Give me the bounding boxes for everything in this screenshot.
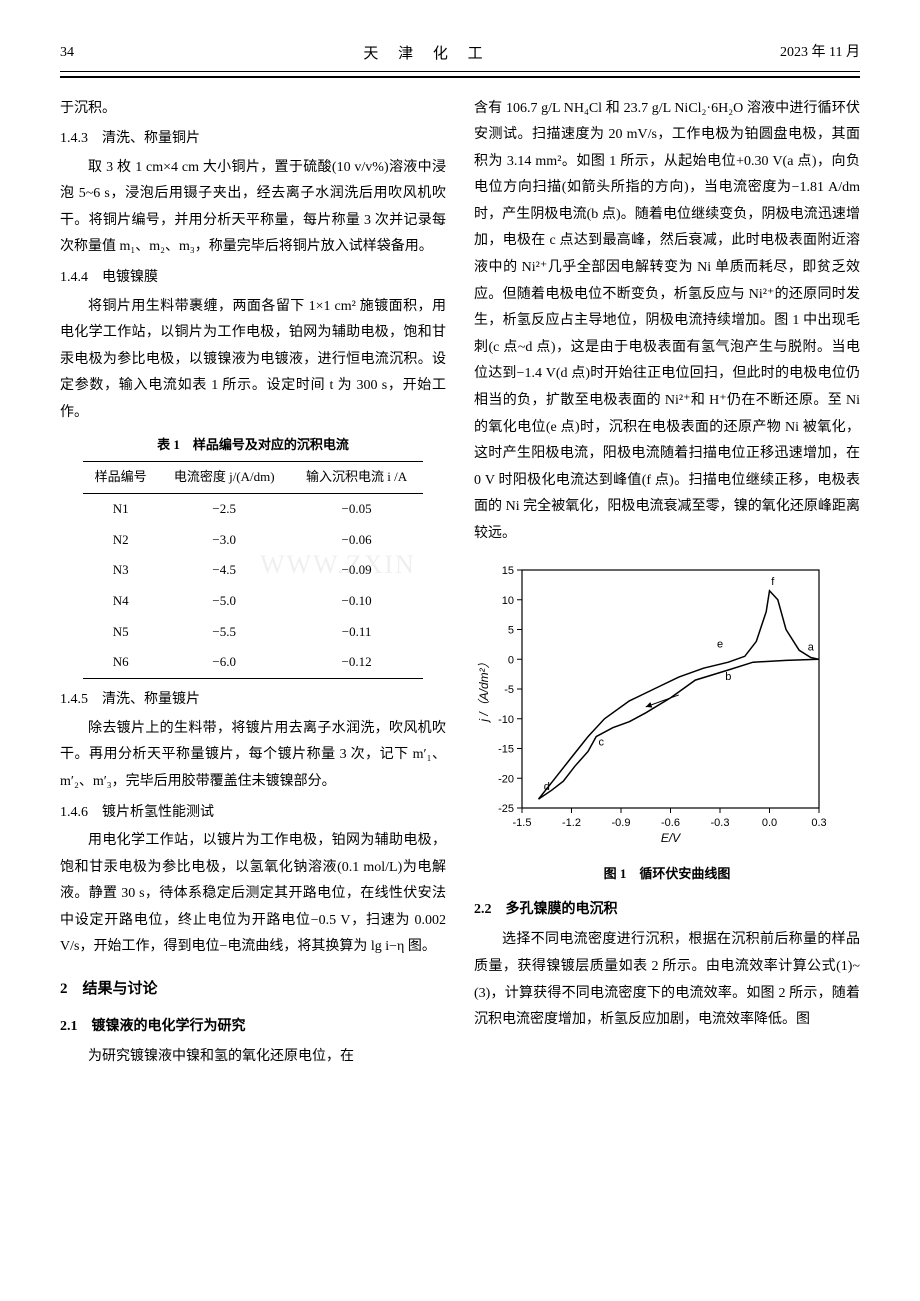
table-cell: −0.05 (290, 494, 423, 525)
heading-1-4-3: 1.4.3 清洗、称量铜片 (60, 126, 446, 153)
svg-text:-5: -5 (504, 684, 514, 696)
left-column: 于沉积。 1.4.3 清洗、称量铜片 取 3 枚 1 cm×4 cm 大小铜片，… (60, 96, 446, 1073)
heading-1-4-6: 1.4.6 镀片析氢性能测试 (60, 800, 446, 827)
table-cell: −0.11 (290, 617, 423, 648)
svg-text:-15: -15 (498, 743, 514, 755)
table-1: 样品编号 电流密度 j/(A/dm) 输入沉积电流 i /A N1−2.5−0.… (83, 461, 423, 679)
svg-text:0.3: 0.3 (811, 817, 826, 829)
svg-text:j /（A/dm²）: j /（A/dm²） (477, 656, 491, 723)
heading-2: 2 结果与讨论 (60, 975, 446, 1004)
figure-1-caption: 图 1 循环伏安曲线图 (474, 862, 860, 887)
para-1-4-3: 取 3 枚 1 cm×4 cm 大小铜片，置于硫酸(10 v/v%)溶液中浸泡 … (60, 155, 446, 261)
table-cell: −5.0 (158, 586, 290, 617)
svg-text:a: a (808, 641, 815, 653)
content-columns: 于沉积。 1.4.3 清洗、称量铜片 取 3 枚 1 cm×4 cm 大小铜片，… (60, 96, 860, 1073)
figure-1: -1.5 -1.2 -0.9 -0.6 -0.3 0.0 0.3 -25 -20 -15 -10 -5… (474, 558, 860, 887)
para-2-1: 为研究镀镍液中镍和氢的氧化还原电位，在 (60, 1044, 446, 1071)
svg-text:-1.5: -1.5 (513, 817, 532, 829)
svg-text:-1.2: -1.2 (562, 817, 581, 829)
svg-text:10: 10 (502, 594, 514, 606)
table-cell: N4 (83, 586, 158, 617)
table-header: 电流密度 j/(A/dm) (158, 462, 290, 494)
table-cell: −5.5 (158, 617, 290, 648)
svg-text:d: d (544, 781, 550, 793)
table-cell: N3 (83, 555, 158, 586)
svg-text:-10: -10 (498, 713, 514, 725)
table-cell: −6.0 (158, 647, 290, 678)
svg-text:0.0: 0.0 (762, 817, 777, 829)
para-1-4-6: 用电化学工作站，以镀片为工作电极，铂网为辅助电极，饱和甘汞电极为参比电极，以氢氧… (60, 828, 446, 961)
heading-2-1: 2.1 镀镍液的电化学行为研究 (60, 1014, 446, 1041)
heading-1-4-5: 1.4.5 清洗、称量镀片 (60, 687, 446, 714)
table-1-caption: 表 1 样品编号及对应的沉积电流 (60, 433, 446, 458)
svg-text:-0.3: -0.3 (711, 817, 730, 829)
svg-text:0: 0 (508, 654, 514, 666)
svg-text:-0.6: -0.6 (661, 817, 680, 829)
table-cell: −2.5 (158, 494, 290, 525)
svg-text:E/V: E/V (661, 831, 681, 845)
svg-text:b: b (725, 671, 731, 683)
table-header: 输入沉积电流 i /A (290, 462, 423, 494)
para-2-1-cont: 含有 106.7 g/L NH₄Cl 和 23.7 g/L NiCl₂·6H₂O… (474, 96, 860, 548)
issue-date: 2023 年 11 月 (780, 40, 860, 69)
svg-text:5: 5 (508, 624, 514, 636)
para-1-4-4: 将铜片用生料带裹缠，两面各留下 1×1 cm² 施镀面积，用电化学工作站，以铜片… (60, 294, 446, 427)
svg-text:c: c (598, 736, 604, 748)
svg-text:e: e (717, 638, 723, 650)
para-1-4-5: 除去镀片上的生料带，将镀片用去离子水润洗，吹风机吹干。再用分析天平称量镀片，每个… (60, 716, 446, 796)
journal-title: 天 津 化 工 (74, 40, 780, 69)
svg-text:15: 15 (502, 565, 514, 577)
table-cell: −0.10 (290, 586, 423, 617)
table-cell: −0.12 (290, 647, 423, 678)
table-cell: −4.5 (158, 555, 290, 586)
table-cell: −3.0 (158, 525, 290, 556)
table-cell: −0.06 (290, 525, 423, 556)
page-header: 34 天 津 化 工 2023 年 11 月 (60, 40, 860, 78)
heading-2-2: 2.2 多孔镍膜的电沉积 (474, 897, 860, 924)
heading-1-4-4: 1.4.4 电镀镍膜 (60, 265, 446, 292)
table-cell: N2 (83, 525, 158, 556)
para-2-2: 选择不同电流密度进行沉积，根据在沉积前后称量的样品质量，获得镍镀层质量如表 2 … (474, 927, 860, 1033)
table-header: 样品编号 (83, 462, 158, 494)
svg-text:-0.9: -0.9 (612, 817, 631, 829)
page-number: 34 (60, 40, 74, 69)
table-cell: N6 (83, 647, 158, 678)
right-column: 含有 106.7 g/L NH₄Cl 和 23.7 g/L NiCl₂·6H₂O… (474, 96, 860, 1073)
table-cell: N1 (83, 494, 158, 525)
para-continue: 于沉积。 (60, 96, 446, 123)
table-cell: N5 (83, 617, 158, 648)
svg-text:-20: -20 (498, 773, 514, 785)
svg-text:-25: -25 (498, 803, 514, 815)
cv-chart: -1.5 -1.2 -0.9 -0.6 -0.3 0.0 0.3 -25 -20 -15 -10 -5… (474, 558, 834, 848)
table-cell: −0.09 (290, 555, 423, 586)
